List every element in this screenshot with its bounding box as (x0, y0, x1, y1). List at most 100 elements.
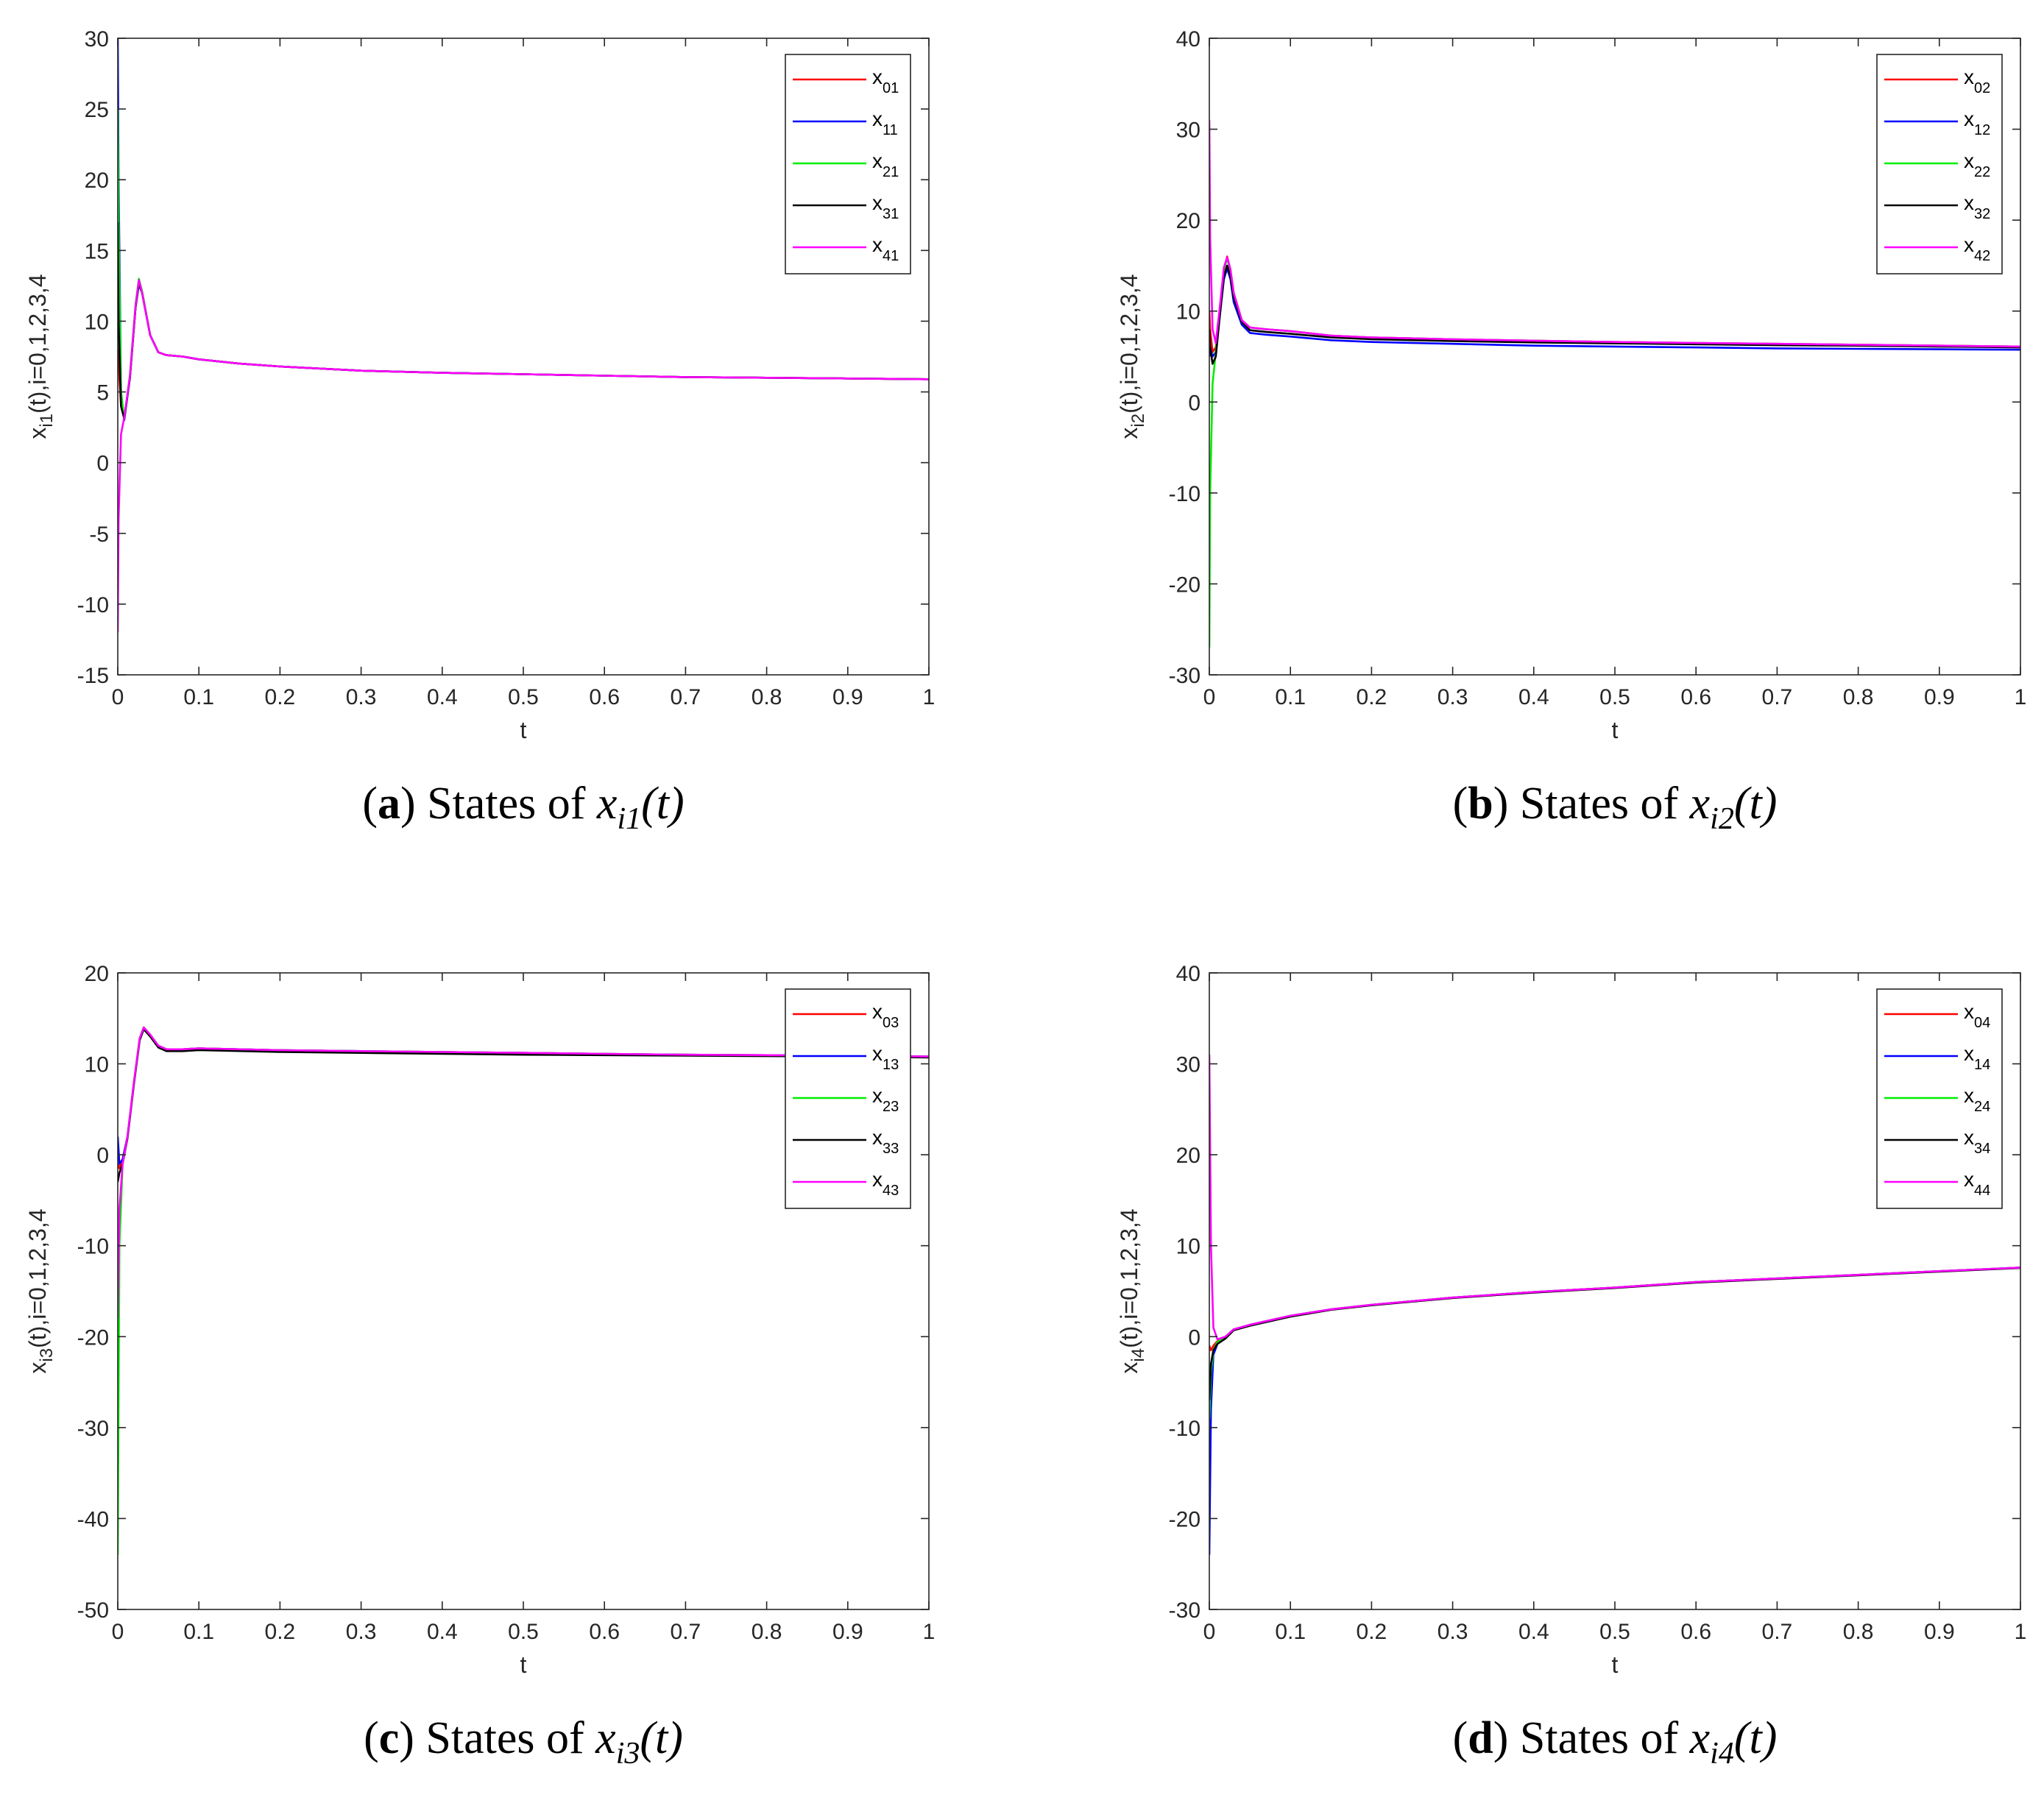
legend-entry: x34 (1964, 1126, 1990, 1157)
x-tick-label: 0.4 (1518, 1620, 1549, 1644)
y-tick-label: -10 (77, 593, 109, 617)
x-tick-label: 0.6 (589, 685, 620, 709)
x-tick-label: 0.2 (1357, 1620, 1387, 1644)
x-tick-label: 0 (112, 1620, 124, 1644)
x-tick-label: 0.8 (752, 685, 782, 709)
series-lines (118, 1026, 929, 1555)
panel-caption: (d) States of xi4(t) (1453, 1713, 1778, 1771)
legend-entry: x33 (872, 1126, 899, 1157)
y-axis-label: xi2(t),i=0,1,2,3,4 (1116, 274, 1148, 439)
x-tick-label: 0.2 (1357, 685, 1387, 709)
y-tick-label: 10 (85, 310, 109, 334)
y-tick-label: -30 (1169, 664, 1200, 688)
x-tick-label: 0.6 (1680, 685, 1711, 709)
y-tick-label: 30 (1176, 1053, 1200, 1077)
y-tick-label: 20 (85, 169, 109, 193)
legend: x03 x13 x23 x33 x43 (785, 988, 911, 1209)
x-tick-label: 0.9 (1924, 685, 1955, 709)
legend-entry: x22 (1964, 149, 1990, 180)
legend-entry: x31 (872, 191, 899, 222)
chart-panel-a: 0 0.1 0.2 0.3 0.4 0.5 0.6 0.7 0.8 0.9 1 -15 -10 -5 0 5 1… (24, 27, 935, 836)
y-tick-label: 30 (1176, 118, 1200, 143)
y-tick-label: -10 (1169, 482, 1200, 506)
x-tick-label: 0.2 (265, 685, 296, 709)
y-tick-label: 10 (1176, 300, 1200, 325)
x-tick-label: 0.1 (1275, 1620, 1306, 1644)
x-tick-label: 0.5 (508, 1620, 539, 1644)
y-tick-label: 15 (85, 239, 109, 263)
x-tick-label: 0.7 (1762, 1620, 1793, 1644)
y-tick-label: -10 (1169, 1417, 1200, 1441)
x-tick-label: 1 (923, 1620, 936, 1644)
y-tick-label: 40 (1176, 27, 1200, 52)
x-tick-label: 0.9 (832, 1620, 863, 1644)
y-tick-label: 5 (96, 381, 109, 405)
x-tick-label: 0.8 (752, 1620, 782, 1644)
y-tick-label: -15 (77, 664, 109, 688)
y-tick-label: 40 (1176, 962, 1200, 986)
series-line-x43 (118, 1026, 929, 1319)
x-tick-label: 0 (112, 685, 124, 709)
legend-entry: x44 (1964, 1168, 1990, 1199)
x-axis-label: t (1612, 717, 1619, 743)
legend-entry: x24 (1964, 1084, 1990, 1115)
y-axis-label: xi4(t),i=0,1,2,3,4 (1116, 1208, 1148, 1373)
panel-caption: (c) States of xi3(t) (364, 1713, 683, 1771)
x-tick-label: 0.1 (183, 685, 214, 709)
legend-entry: x23 (872, 1084, 899, 1115)
x-axis-label: t (520, 717, 527, 743)
y-tick-label: 20 (1176, 1144, 1200, 1168)
x-tick-label: 0.4 (1518, 685, 1549, 709)
y-tick-label: -30 (1169, 1598, 1200, 1623)
legend-entry: x42 (1964, 233, 1990, 264)
x-tick-label: 0.4 (427, 685, 458, 709)
legend-entry: x03 (872, 1000, 899, 1031)
y-tick-label: -30 (77, 1417, 109, 1441)
x-tick-label: 0.1 (183, 1620, 214, 1644)
y-tick-label: 20 (1176, 209, 1200, 233)
legend-entry: x01 (872, 65, 899, 96)
x-tick-label: 0.5 (508, 685, 539, 709)
series-lines (118, 38, 929, 633)
legend: x02 x12 x22 x32 x42 (1876, 54, 2003, 274)
x-tick-label: 0.3 (346, 1620, 377, 1644)
y-tick-label: 10 (85, 1053, 109, 1077)
legend: x04 x14 x24 x34 x44 (1876, 988, 2003, 1209)
y-tick-label: 0 (96, 452, 109, 476)
x-tick-label: 0.1 (1275, 685, 1306, 709)
x-tick-label: 1 (2015, 685, 2027, 709)
legend-entry: x32 (1964, 191, 1990, 222)
x-tick-label: 0.9 (1924, 1620, 1955, 1644)
x-tick-label: 0.5 (1599, 1620, 1630, 1644)
y-tick-label: 25 (85, 98, 109, 122)
x-tick-label: 0.2 (265, 1620, 296, 1644)
y-tick-label: -20 (1169, 1507, 1200, 1531)
series-lines (1209, 1055, 2020, 1555)
y-tick-label: 10 (1176, 1235, 1200, 1259)
legend-entry: x21 (872, 149, 899, 180)
y-tick-label: 0 (96, 1144, 109, 1168)
x-tick-label: 0.9 (832, 685, 863, 709)
series-line-x41 (118, 279, 929, 633)
legend-entry: x11 (872, 107, 898, 138)
y-axis-label: xi1(t),i=0,1,2,3,4 (24, 274, 57, 439)
y-tick-label: -5 (89, 523, 109, 547)
series-line-x32 (1209, 264, 2020, 365)
y-tick-label: -50 (77, 1598, 109, 1623)
series-line-x42 (1209, 120, 2020, 348)
y-tick-label: 0 (1188, 391, 1200, 415)
x-tick-label: 0 (1203, 1620, 1216, 1644)
y-tick-label: -10 (77, 1235, 109, 1259)
y-tick-label: 30 (85, 27, 109, 52)
series-line-x44 (1209, 1055, 2020, 1341)
x-tick-label: 0.5 (1599, 685, 1630, 709)
y-tick-label: -20 (1169, 573, 1200, 597)
x-tick-label: 1 (923, 685, 936, 709)
y-tick-label: -20 (77, 1325, 109, 1350)
series-lines (1209, 120, 2020, 648)
legend-entry: x13 (872, 1042, 899, 1073)
y-tick-label: 20 (85, 962, 109, 986)
x-axis-label: t (1612, 1651, 1619, 1678)
x-tick-label: 0.4 (427, 1620, 458, 1644)
legend-entry: x14 (1964, 1042, 1990, 1073)
